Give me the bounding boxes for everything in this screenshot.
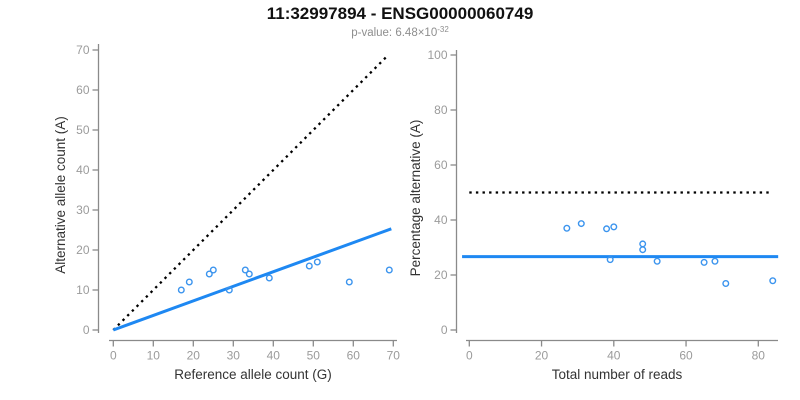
x-tick-label: 70 bbox=[387, 349, 401, 363]
y-tick-label: 10 bbox=[76, 283, 90, 297]
scatter-point bbox=[639, 246, 647, 254]
scatter-point bbox=[610, 223, 618, 231]
scatter-point bbox=[177, 286, 185, 294]
y-tick-label: 50 bbox=[76, 123, 90, 137]
y-tick-label: 40 bbox=[434, 213, 448, 227]
scatter-point bbox=[385, 266, 393, 274]
x-axis-label: Total number of reads bbox=[552, 367, 683, 382]
y-tick-label: 0 bbox=[441, 323, 448, 337]
x-axis-label: Reference allele count (G) bbox=[174, 367, 332, 382]
p-value-text: p-value: 6.48×10 bbox=[351, 27, 438, 39]
x-tick-label: 20 bbox=[535, 349, 549, 363]
scatter-point bbox=[722, 280, 730, 288]
x-tick-label: 0 bbox=[466, 349, 473, 363]
fit-line-solid bbox=[112, 227, 392, 332]
y-tick-label: 60 bbox=[76, 83, 90, 97]
scatter-point bbox=[225, 286, 233, 294]
y-tick-label: 80 bbox=[434, 103, 448, 117]
scatter-point bbox=[639, 240, 647, 248]
scatter-point bbox=[563, 224, 571, 232]
scatter-point bbox=[603, 225, 611, 233]
scatter-point bbox=[345, 278, 353, 286]
p-value-exponent: -32 bbox=[437, 25, 449, 34]
scatter-point bbox=[700, 258, 708, 266]
y-axis-label: Alternative allele count (A) bbox=[53, 116, 68, 274]
y-tick-label: 40 bbox=[76, 163, 90, 177]
scatter-point bbox=[606, 256, 614, 264]
x-tick-label: 40 bbox=[267, 349, 281, 363]
chart-title: 11:32997894 - ENSG00000060749 bbox=[266, 4, 534, 23]
x-tick-label: 60 bbox=[679, 349, 693, 363]
scatter-point bbox=[653, 257, 661, 265]
identity-line-dotted bbox=[112, 55, 389, 331]
scatter-point bbox=[577, 220, 585, 228]
y-tick-label: 100 bbox=[427, 48, 447, 62]
x-tick-label: 60 bbox=[347, 349, 361, 363]
y-tick-label: 60 bbox=[434, 158, 448, 172]
x-tick-label: 10 bbox=[147, 349, 161, 363]
scatter-point bbox=[769, 277, 777, 285]
scatter-point bbox=[241, 266, 249, 274]
y-tick-label: 20 bbox=[76, 243, 90, 257]
y-tick-label: 20 bbox=[434, 268, 448, 282]
scatter-point bbox=[313, 258, 321, 266]
x-tick-label: 50 bbox=[307, 349, 321, 363]
x-tick-label: 30 bbox=[227, 349, 241, 363]
y-tick-label: 70 bbox=[76, 43, 90, 57]
y-axis-label: Percentage alternative (A) bbox=[408, 120, 423, 277]
y-tick-label: 30 bbox=[76, 203, 90, 217]
scatter-point bbox=[245, 270, 253, 278]
scatter-point bbox=[265, 274, 273, 282]
scatter-point bbox=[205, 270, 213, 278]
p-value-subtitle: p-value: 6.48×10-32 bbox=[0, 25, 800, 39]
scatter-point bbox=[185, 278, 193, 286]
x-tick-label: 0 bbox=[110, 349, 117, 363]
scatter-point bbox=[209, 266, 217, 274]
x-tick-label: 20 bbox=[187, 349, 201, 363]
y-tick-label: 0 bbox=[83, 323, 90, 337]
x-tick-label: 80 bbox=[752, 349, 766, 363]
x-tick-label: 40 bbox=[607, 349, 621, 363]
scatter-point bbox=[305, 262, 313, 270]
scatter-point bbox=[711, 257, 719, 265]
